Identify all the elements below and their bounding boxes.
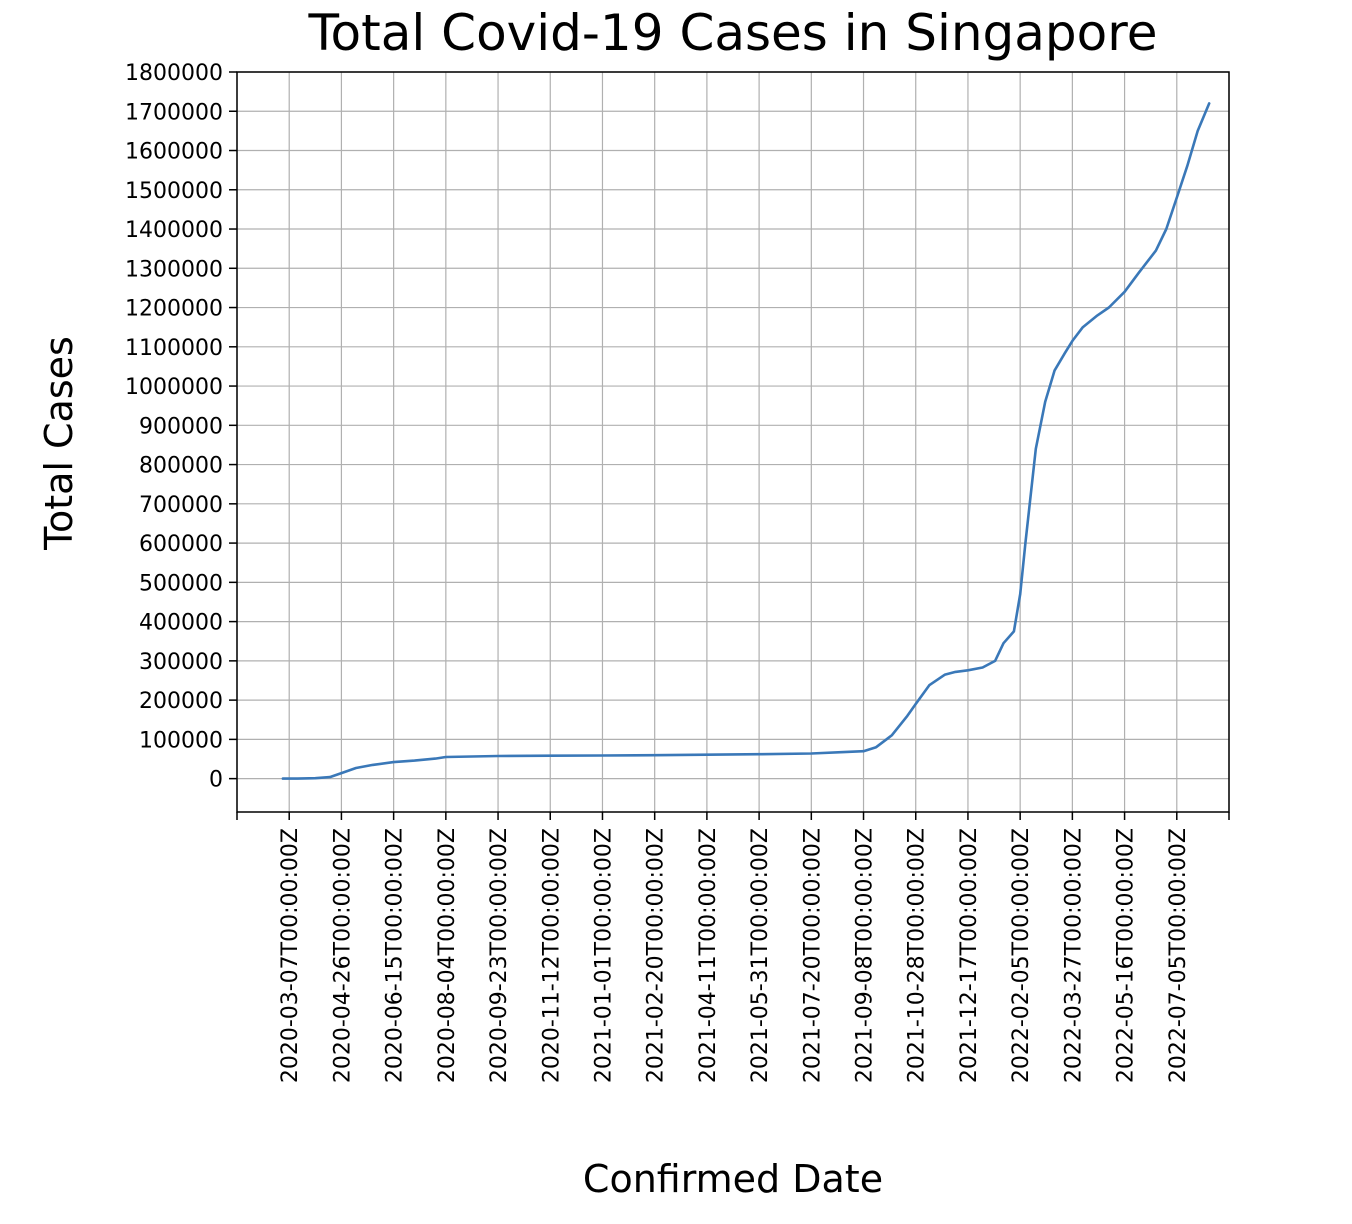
x-tick-label: 2021-02-20T00:00:00Z <box>644 828 669 1083</box>
x-tick-label: 2021-07-20T00:00:00Z <box>800 828 825 1083</box>
x-tick-label: 2020-09-23T00:00:00Z <box>487 828 512 1083</box>
series-line <box>281 102 1211 780</box>
x-tick-label: 2020-06-15T00:00:00Z <box>383 828 408 1083</box>
y-tick-label: 800000 <box>139 454 223 479</box>
axes-frame <box>229 71 1230 820</box>
y-tick-label: 1700000 <box>125 100 223 125</box>
tick-labels: 2020-03-07T00:00:00Z 2020-04-26T00:00:00Z… <box>125 61 1191 1083</box>
x-tick-label: 2021-04-11T00:00:00Z <box>696 828 721 1083</box>
y-tick-label: 700000 <box>139 493 223 518</box>
x-tick-label: 2020-11-12T00:00:00Z <box>539 828 564 1083</box>
y-tick-label: 1000000 <box>125 375 223 400</box>
y-tick-label: 100000 <box>139 728 223 753</box>
y-tick-label: 0 <box>209 768 223 793</box>
y-tick-label: 1400000 <box>125 218 223 243</box>
x-tick-label: 2022-02-05T00:00:00Z <box>1009 828 1034 1083</box>
y-tick-label: 500000 <box>139 571 223 596</box>
x-tick-label: 2021-01-01T00:00:00Z <box>591 828 616 1083</box>
chart-title: Total Covid-19 Cases in Singapore <box>308 4 1158 62</box>
y-tick-label: 1600000 <box>125 140 223 165</box>
y-tick-label: 1200000 <box>125 297 223 322</box>
y-tick-label: 600000 <box>139 532 223 557</box>
x-tick-label: 2020-08-04T00:00:00Z <box>435 828 460 1083</box>
y-tick-label: 1300000 <box>125 257 223 282</box>
x-tick-label: 2020-04-26T00:00:00Z <box>330 828 355 1083</box>
grid-lines <box>236 71 1230 812</box>
plot-background <box>237 72 1229 812</box>
y-tick-label: 400000 <box>139 611 223 636</box>
x-axis-title: Confirmed Date <box>583 1157 883 1201</box>
plot-frame <box>236 71 1230 813</box>
y-tick-label: 900000 <box>139 414 223 439</box>
x-tick-label: 2021-09-08T00:00:00Z <box>853 828 878 1083</box>
y-axis-title: Total Cases <box>37 336 81 551</box>
x-tick-label: 2021-12-17T00:00:00Z <box>957 828 982 1083</box>
x-tick-label: 2021-05-31T00:00:00Z <box>748 828 773 1083</box>
x-tick-label: 2021-10-28T00:00:00Z <box>905 828 930 1083</box>
y-tick-label: 1100000 <box>125 336 223 361</box>
y-tick-label: 1800000 <box>125 61 223 86</box>
x-tick-label: 2022-05-16T00:00:00Z <box>1114 828 1139 1083</box>
y-tick-label: 300000 <box>139 650 223 675</box>
x-tick-label: 2022-07-05T00:00:00Z <box>1166 828 1191 1083</box>
y-tick-label: 1500000 <box>125 179 223 204</box>
series-layer <box>281 102 1211 780</box>
y-tick-label: 200000 <box>139 689 223 714</box>
x-tick-label: 2022-03-27T00:00:00Z <box>1061 828 1086 1083</box>
x-tick-label: 2020-03-07T00:00:00Z <box>278 828 303 1083</box>
